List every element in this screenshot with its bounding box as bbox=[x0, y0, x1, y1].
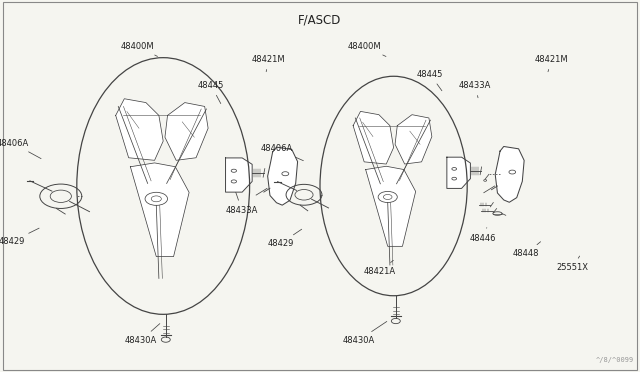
Polygon shape bbox=[395, 115, 432, 164]
Text: ^/8/^0099: ^/8/^0099 bbox=[595, 357, 634, 363]
Text: 48430A: 48430A bbox=[125, 324, 160, 345]
Text: 48448: 48448 bbox=[513, 242, 541, 258]
Text: 48445: 48445 bbox=[198, 81, 225, 103]
Text: 25551X: 25551X bbox=[556, 256, 588, 272]
Polygon shape bbox=[365, 166, 416, 246]
Polygon shape bbox=[268, 147, 298, 205]
Text: 48446: 48446 bbox=[470, 228, 497, 243]
Text: F/ASCD: F/ASCD bbox=[298, 13, 342, 26]
Text: 48430A: 48430A bbox=[342, 321, 387, 345]
Text: 48429: 48429 bbox=[267, 229, 301, 248]
Text: 48406A: 48406A bbox=[0, 139, 41, 158]
Polygon shape bbox=[165, 103, 208, 160]
Text: 48400M: 48400M bbox=[121, 42, 157, 57]
Polygon shape bbox=[353, 111, 394, 164]
Polygon shape bbox=[495, 147, 524, 202]
Text: 48406A: 48406A bbox=[260, 144, 303, 161]
Text: 48445: 48445 bbox=[417, 70, 444, 91]
Polygon shape bbox=[447, 157, 470, 188]
Polygon shape bbox=[116, 99, 163, 160]
Text: 48433A: 48433A bbox=[459, 81, 491, 98]
Text: 48421A: 48421A bbox=[364, 260, 396, 276]
Text: 48433A: 48433A bbox=[226, 192, 258, 215]
Text: 48400M: 48400M bbox=[348, 42, 386, 57]
Polygon shape bbox=[225, 158, 252, 192]
Text: 48421M: 48421M bbox=[252, 55, 285, 72]
Polygon shape bbox=[131, 163, 189, 257]
Text: 48421M: 48421M bbox=[535, 55, 568, 72]
Text: 48429: 48429 bbox=[0, 228, 39, 246]
